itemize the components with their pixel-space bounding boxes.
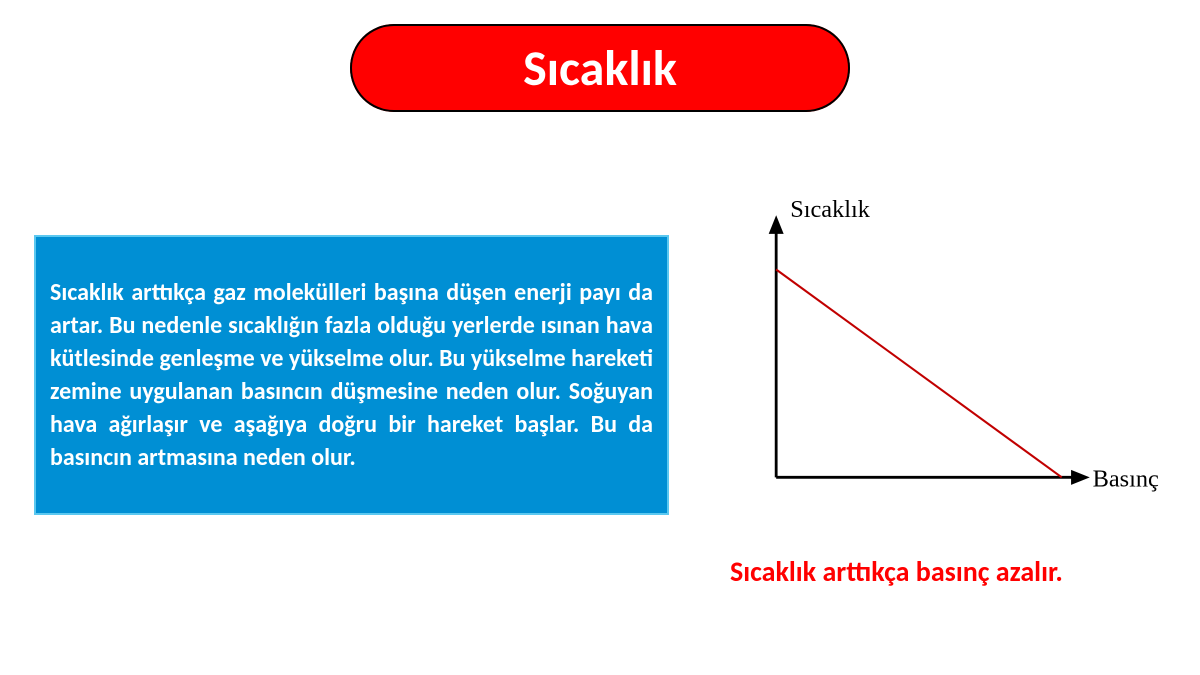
data-line bbox=[776, 270, 1062, 478]
explanation-box: Sıcaklık arttıkça gaz molekülleri başına… bbox=[34, 235, 669, 515]
chart-svg: Sıcaklık Basınç bbox=[720, 185, 1160, 545]
x-axis-label: Basınç bbox=[1093, 466, 1159, 493]
y-axis-arrow-icon bbox=[769, 215, 784, 234]
x-axis-arrow-icon bbox=[1071, 470, 1090, 485]
temperature-pressure-chart: Sıcaklık Basınç bbox=[720, 185, 1160, 545]
title-pill: Sıcaklık bbox=[350, 24, 850, 112]
explanation-text: Sıcaklık arttıkça gaz molekülleri başına… bbox=[50, 276, 653, 475]
page-title: Sıcaklık bbox=[523, 38, 677, 99]
chart-caption: Sıcaklık arttıkça basınç azalır. bbox=[730, 554, 1063, 589]
y-axis-label: Sıcaklık bbox=[790, 196, 871, 223]
